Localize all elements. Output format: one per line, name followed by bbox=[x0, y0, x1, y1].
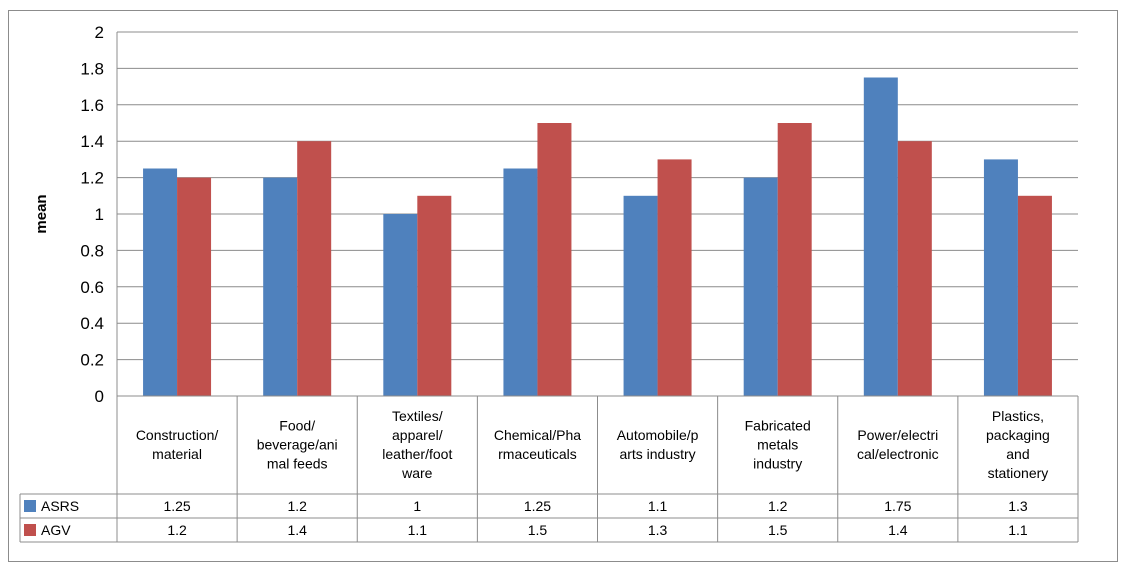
bar-agv bbox=[657, 159, 692, 396]
bar-asrs bbox=[863, 77, 898, 396]
x-tick-label: Automobile/p bbox=[617, 427, 699, 443]
y-tick-label: 0.2 bbox=[80, 351, 104, 370]
x-tick-label: packaging bbox=[986, 427, 1050, 443]
x-tick-label: leather/foot bbox=[382, 446, 452, 462]
bar-asrs bbox=[263, 177, 298, 396]
bar-agv bbox=[897, 141, 932, 396]
x-tick-label: Power/electri bbox=[857, 427, 938, 443]
data-table-cell: 1.4 bbox=[888, 522, 908, 538]
data-table-cell: 1.5 bbox=[768, 522, 788, 538]
x-tick-label: metals bbox=[757, 437, 798, 453]
x-tick-label: rmaceuticals bbox=[498, 446, 577, 462]
bar-asrs bbox=[983, 159, 1018, 396]
x-tick-label: industry bbox=[753, 456, 802, 472]
data-table-cell: 1.4 bbox=[287, 522, 307, 538]
x-tick-label: Food/ bbox=[279, 418, 315, 434]
x-tick-label: cal/electronic bbox=[857, 446, 939, 462]
y-tick-label: 1.4 bbox=[80, 132, 104, 151]
data-table-cell: 1.3 bbox=[1008, 498, 1028, 514]
x-tick-label: mal feeds bbox=[267, 456, 328, 472]
bar-asrs bbox=[383, 214, 418, 396]
data-table-cell: 1.25 bbox=[524, 498, 551, 514]
data-table-cell: 1.75 bbox=[884, 498, 911, 514]
data-table-cell: 1.25 bbox=[163, 498, 190, 514]
x-tick-label: Fabricated bbox=[745, 418, 811, 434]
legend-swatch-asrs bbox=[24, 500, 36, 512]
x-tick-label: Textiles/ bbox=[392, 408, 443, 424]
x-tick-label: arts industry bbox=[619, 446, 695, 462]
x-tick-label: stationery bbox=[988, 465, 1049, 481]
data-table-cell: 1.2 bbox=[768, 498, 788, 514]
legend-swatch-agv bbox=[24, 524, 36, 536]
legend-label: AGV bbox=[41, 522, 71, 538]
legend-label: ASRS bbox=[41, 498, 79, 514]
bar-asrs bbox=[503, 168, 538, 396]
data-table-cell: 1.5 bbox=[528, 522, 548, 538]
x-tick-label: Chemical/Pha bbox=[494, 427, 581, 443]
bar-agv bbox=[177, 177, 212, 396]
bar-asrs bbox=[623, 195, 658, 396]
bar-asrs bbox=[143, 168, 178, 396]
x-tick-label: and bbox=[1006, 446, 1029, 462]
bar-agv bbox=[537, 123, 572, 396]
y-tick-label: 1.2 bbox=[80, 169, 104, 188]
x-tick-label: beverage/ani bbox=[257, 437, 338, 453]
y-tick-label: 2 bbox=[95, 23, 104, 42]
y-tick-label: 0.4 bbox=[80, 314, 104, 333]
y-tick-label: 0.6 bbox=[80, 278, 104, 297]
y-tick-label: 1.8 bbox=[80, 59, 104, 78]
bar-asrs bbox=[743, 177, 778, 396]
data-table-cell: 1.1 bbox=[1008, 522, 1028, 538]
y-tick-label: 0.8 bbox=[80, 241, 104, 260]
data-table-cell: 1.1 bbox=[648, 498, 668, 514]
y-axis-label: mean bbox=[33, 194, 50, 233]
y-tick-label: 1 bbox=[95, 205, 104, 224]
y-tick-label: 1.6 bbox=[80, 96, 104, 115]
bar-agv bbox=[297, 141, 332, 396]
x-tick-label: material bbox=[152, 446, 202, 462]
y-tick-label: 0 bbox=[95, 387, 104, 406]
x-tick-label: apparel/ bbox=[392, 427, 443, 443]
data-table-cell: 1 bbox=[413, 498, 421, 514]
data-table-cell: 1.2 bbox=[287, 498, 307, 514]
x-tick-label: ware bbox=[401, 465, 433, 481]
bar-agv bbox=[1017, 195, 1052, 396]
bar-agv bbox=[417, 195, 452, 396]
bar-agv bbox=[777, 123, 812, 396]
x-tick-label: Construction/ bbox=[136, 427, 219, 443]
x-tick-label: Plastics, bbox=[992, 408, 1044, 424]
data-table-cell: 1.2 bbox=[167, 522, 187, 538]
data-table-cell: 1.1 bbox=[408, 522, 428, 538]
data-table-cell: 1.3 bbox=[648, 522, 668, 538]
